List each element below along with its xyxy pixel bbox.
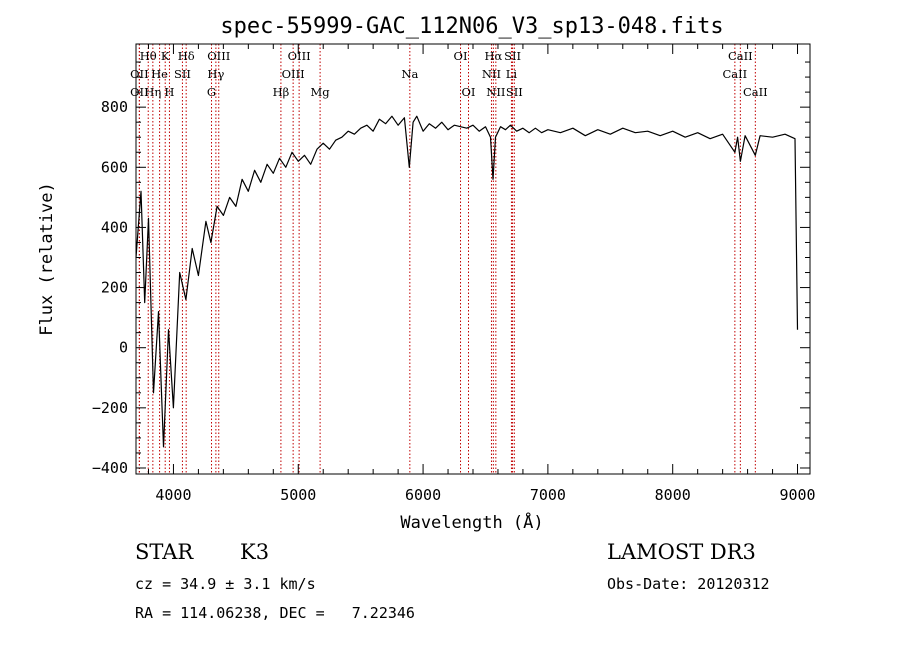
x-tick-label: 4000	[155, 486, 191, 504]
spectral-line-label: OII	[130, 67, 149, 81]
spectral-line-label: OIII	[282, 67, 305, 81]
axis-ticks: 4000 5000 6000 7000 8000 9000 −400 −200 0 200 400 6…	[92, 44, 816, 504]
survey-name: LAMOST DR3	[607, 540, 756, 564]
spectral-line-label: SII	[174, 67, 191, 81]
y-tick-label: 400	[101, 218, 128, 236]
coordinates-text: RA = 114.06238, DEC = 7.22346	[135, 604, 415, 622]
spectral-line-label: SII	[506, 85, 523, 99]
spectral-line-label: CaII	[728, 49, 753, 63]
y-tick-label: 800	[101, 98, 128, 116]
spectrum-series	[135, 115, 799, 448]
object-subclass: K3	[240, 540, 270, 564]
spectral-line-label: Hα	[484, 49, 502, 63]
spectral-line-label: Na	[401, 67, 418, 81]
spectral-line-label: NII	[482, 67, 501, 81]
spectral-line-label: OI	[454, 49, 468, 63]
redshift-text: cz = 34.9 ± 3.1 km/s	[135, 575, 316, 593]
spectral-line-label: CaII	[722, 67, 747, 81]
spectral-line-label: He	[151, 67, 168, 81]
spectral-line-label: K	[161, 49, 170, 63]
spectral-line-label: Hβ	[273, 85, 290, 99]
y-tick-label: −200	[92, 399, 128, 417]
spectral-line-label: Mg	[311, 85, 331, 99]
spectral-line-markers	[138, 44, 756, 474]
spectral-line-label: SII	[504, 49, 521, 63]
x-tick-label: 5000	[280, 486, 316, 504]
spectral-line-label: NII	[486, 85, 505, 99]
x-tick-label: 7000	[530, 486, 566, 504]
obs-date-text: Obs-Date: 20120312	[607, 575, 770, 593]
spectrum-chart: spec-55999-GAC_112N06_V3_sp13-048.fits H…	[37, 14, 816, 533]
spectral-line-label: OIII	[288, 49, 311, 63]
spectral-line-label: G	[207, 85, 216, 99]
object-class: STAR	[135, 540, 194, 564]
plot-frame	[135, 43, 811, 475]
spectral-line-label: Hγ	[207, 67, 224, 81]
chart-title: spec-55999-GAC_112N06_V3_sp13-048.fits	[220, 14, 723, 39]
spectral-line-label: OI	[462, 85, 476, 99]
y-tick-label: 0	[119, 339, 128, 357]
x-tick-label: 6000	[405, 486, 441, 504]
spectral-line-label: Hδ	[178, 49, 195, 63]
spectral-line-label: Li	[506, 67, 518, 81]
spectral-line-label: Hη	[144, 85, 161, 99]
x-axis-label: Wavelength (Å)	[400, 511, 543, 533]
spectral-line-label: OIII	[207, 49, 230, 63]
x-tick-label: 9000	[779, 486, 815, 504]
spectral-line-label: Hθ	[140, 49, 157, 63]
spectrum-line	[135, 115, 799, 448]
y-axis-label: Flux (relative)	[37, 182, 57, 336]
y-tick-label: 200	[101, 279, 128, 297]
y-tick-label: 600	[101, 158, 128, 176]
spectral-line-label: CaII	[743, 85, 768, 99]
spectral-line-label: H	[164, 85, 174, 99]
y-tick-label: −400	[92, 459, 128, 477]
x-tick-label: 8000	[655, 486, 691, 504]
